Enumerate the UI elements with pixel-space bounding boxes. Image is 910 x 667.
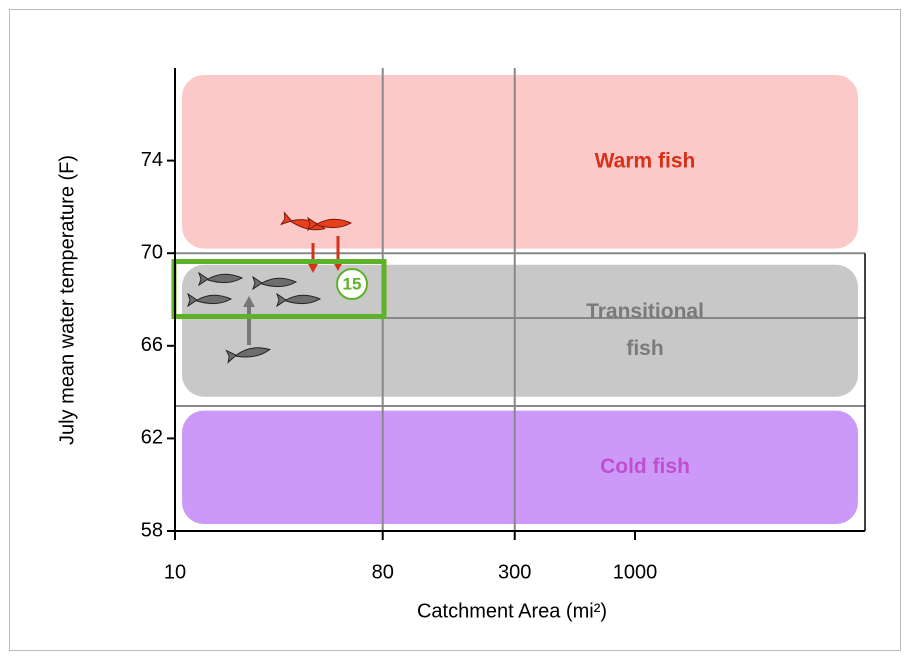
y-tick-label: 58 <box>141 519 163 541</box>
chart: 15 Warm fish Transitional fish Cold fish 58 6… <box>0 0 910 662</box>
zone <box>182 411 858 524</box>
y-tick-label: 70 <box>141 241 163 263</box>
x-tick-label: 300 <box>498 561 531 583</box>
zone-label: Transitional <box>586 300 704 323</box>
x-tick-label: 80 <box>372 561 394 583</box>
y-axis-label: July mean water temperature (F) <box>56 155 78 445</box>
x-tick-label: 1000 <box>613 561 658 583</box>
badge-text: 15 <box>343 274 362 293</box>
y-tick-label: 66 <box>141 334 163 356</box>
y-tick-label: 62 <box>141 427 163 449</box>
x-tick-label: 10 <box>164 561 186 583</box>
x-axis-label: Catchment Area (mi²) <box>417 600 607 622</box>
zone-label: Warm fish <box>595 149 696 172</box>
zone-label: fish <box>626 337 663 360</box>
y-tick-label: 74 <box>141 149 163 171</box>
zone-label: Cold fish <box>600 455 690 478</box>
